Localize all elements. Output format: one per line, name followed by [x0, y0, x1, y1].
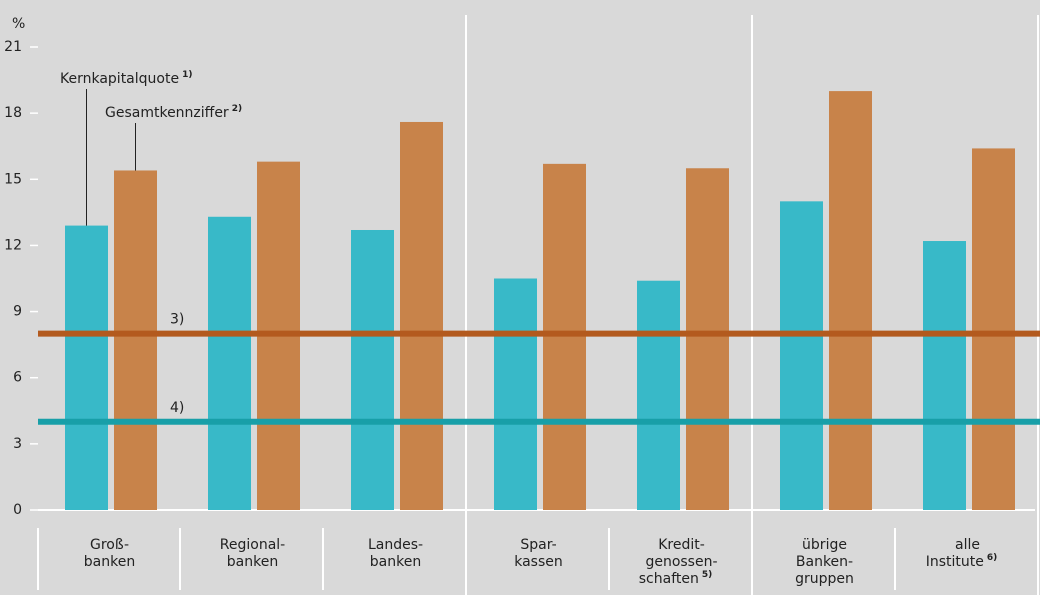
x-tick-label: schaften 5) [639, 570, 713, 588]
y-tick-label: 15 [4, 171, 22, 187]
y-tick-label: 3 [13, 436, 22, 452]
x-tick-label: Groß- [90, 537, 129, 553]
x-tick-label: banken [370, 554, 421, 570]
reference-label: 4) [170, 400, 184, 416]
bar [637, 280, 680, 510]
y-tick-label: 18 [4, 105, 22, 121]
x-tick-label: Institute 6) [926, 553, 998, 571]
bar [923, 241, 966, 510]
x-tick-label: gruppen [795, 571, 854, 587]
legend-label: Kernkapitalquote 1) [60, 70, 192, 88]
bar [208, 216, 251, 510]
legend-label: Gesamtkennziffer 2) [105, 104, 242, 122]
y-tick-label: 6 [13, 370, 22, 386]
category-note: 6) [987, 553, 997, 563]
bar [686, 168, 729, 510]
bar [494, 278, 537, 510]
bar [65, 225, 108, 511]
bar [829, 91, 872, 510]
y-tick-label: 9 [13, 304, 22, 320]
bar [972, 148, 1015, 510]
x-tick-label: Spar- [520, 537, 556, 553]
legend-note: 2) [232, 104, 242, 114]
bar [114, 170, 157, 510]
x-tick-label: Banken- [796, 554, 853, 570]
x-tick-label: übrige [802, 537, 847, 553]
reference-label: 3) [170, 312, 184, 328]
category-note: 5) [702, 570, 712, 580]
y-axis-unit: % [12, 16, 25, 32]
y-tick-label: 21 [4, 39, 22, 55]
x-tick-label: Kredit- [658, 537, 705, 553]
x-tick-label: genossen- [645, 554, 717, 570]
bar [400, 121, 443, 510]
x-tick-label: banken [84, 554, 135, 570]
x-tick-label: Regional- [220, 537, 285, 553]
y-tick-label: 12 [4, 237, 22, 253]
legend-note: 1) [182, 70, 192, 80]
y-tick-label: 0 [13, 502, 22, 518]
x-tick-label: Landes- [368, 537, 423, 553]
x-tick-label: banken [227, 554, 278, 570]
x-tick-label: kassen [514, 554, 563, 570]
bar [351, 229, 394, 510]
x-tick-label: alle [955, 537, 980, 553]
bar [780, 201, 823, 511]
bar [543, 163, 586, 510]
